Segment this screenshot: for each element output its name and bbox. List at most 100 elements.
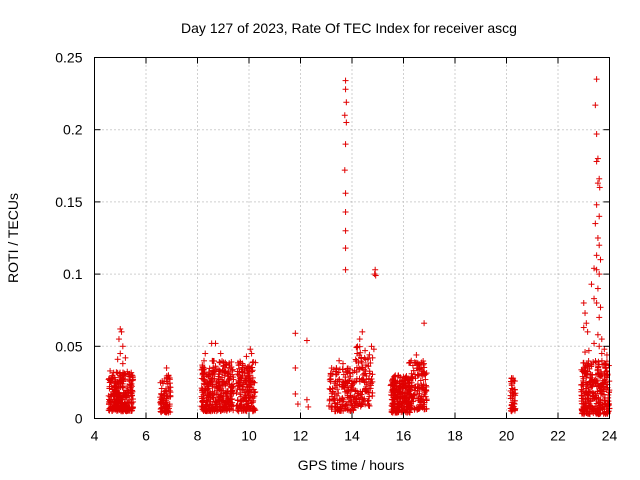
data-point [359,371,366,378]
data-point [406,397,413,404]
data-point [342,245,349,252]
data-point [166,393,173,400]
data-point [333,365,340,372]
data-point [114,400,121,407]
data-point [360,377,367,384]
data-point [596,175,603,182]
data-point [124,407,131,414]
data-point [233,389,240,396]
data-point [587,378,594,385]
data-point [592,357,599,364]
data-point [113,390,120,397]
data-point [359,364,366,371]
data-point [246,384,253,391]
data-point [205,373,212,380]
data-point [593,76,600,83]
data-point [244,390,251,397]
data-point [597,399,604,406]
data-point [333,382,340,389]
data-point [107,367,114,374]
data-point [339,360,346,367]
data-point [162,407,169,414]
data-point [585,395,592,402]
data-point [353,357,360,364]
data-point [391,383,398,390]
data-point [508,401,515,408]
data-point [336,357,343,364]
data-point [305,403,312,410]
data-point [365,402,372,409]
data-point [397,389,404,396]
data-point [592,102,599,109]
data-point [345,388,352,395]
data-point [587,371,594,378]
data-point [414,360,421,367]
data-point [158,385,165,392]
y-tick-label: 0.15 [55,194,82,210]
data-point [243,408,250,415]
data-point [244,405,251,412]
data-point [243,365,250,372]
data-point [582,310,589,317]
data-point [584,391,591,398]
chart-title: Day 127 of 2023, Rate Of TEC Index for r… [181,20,517,36]
x-tick-label: 14 [344,428,360,444]
data-point [596,343,603,350]
data-point [292,330,299,337]
data-point [404,390,411,397]
data-point [512,390,519,397]
data-point [372,272,379,279]
data-point [208,405,215,412]
data-point [596,184,603,191]
data-point [199,397,206,404]
data-point [224,370,231,377]
data-point [331,391,338,398]
data-point [353,395,360,402]
data-point [226,375,233,382]
data-point [601,400,608,407]
y-tick-label: 0.05 [55,338,82,354]
x-tick-label: 6 [142,428,150,444]
x-tick-label: 18 [447,428,463,444]
data-point [342,374,349,381]
data-point [409,375,416,382]
data-point [587,381,594,388]
data-point [585,410,592,417]
data-point [111,391,118,398]
data-point [395,408,402,415]
data-point [229,366,236,373]
data-point [343,99,350,106]
data-point [243,398,250,405]
data-point [207,378,214,385]
data-point [593,252,600,259]
data-point [583,320,590,327]
data-point [365,363,372,370]
data-point [408,357,415,364]
data-point [355,366,362,373]
data-point [416,365,423,372]
data-point [392,379,399,386]
data-point [118,377,125,384]
x-tick-label: 24 [602,428,618,444]
data-point [409,362,416,369]
data-point [332,400,339,407]
data-point [422,376,429,383]
data-point [599,382,606,389]
data-point [601,346,608,353]
data-point [420,381,427,388]
data-point [216,359,223,366]
data-point [578,388,585,395]
data-point [108,408,115,415]
data-point [415,395,422,402]
data-point [596,314,603,321]
data-point [347,407,354,414]
data-point [237,374,244,381]
data-point [342,141,349,148]
data-point [362,347,369,354]
data-point [371,271,378,278]
x-tick-label: 16 [396,428,412,444]
data-point [603,403,610,410]
data-point [423,405,430,412]
data-point [348,397,355,404]
